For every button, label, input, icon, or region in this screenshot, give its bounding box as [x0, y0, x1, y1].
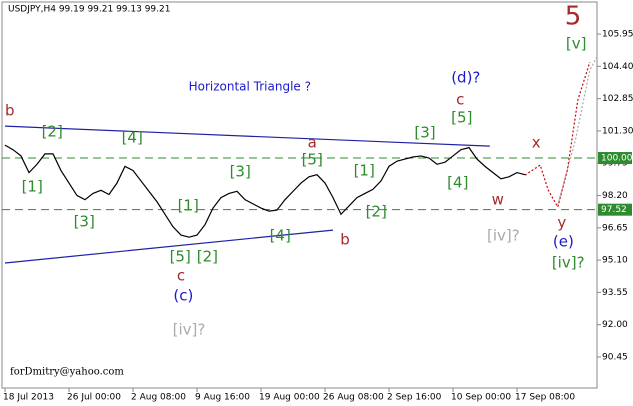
projection: [557, 54, 599, 206]
x-tick-label: 18 Jul 2013: [3, 393, 54, 403]
y-tick-label: 101.30: [602, 126, 633, 136]
price-line: [4, 144, 526, 238]
wave-label: b: [340, 231, 350, 249]
wave-label: [1]: [178, 197, 199, 215]
x-tick-label: 26 Aug 08:00: [323, 393, 384, 403]
wave-label: b: [5, 102, 15, 120]
wave-label: [2]: [366, 202, 387, 220]
wave-label: w: [492, 191, 504, 209]
projection: [524, 62, 591, 209]
y-tick-label: 95.10: [602, 256, 628, 266]
plot-frame: [1, 1, 598, 389]
y-tick-label: 105.95: [602, 30, 633, 40]
wave-label: (d)?: [451, 69, 480, 87]
trendline: [4, 229, 334, 264]
x-tick-label: 19 Aug 00:00: [259, 393, 320, 403]
wave-label: 5: [565, 1, 582, 31]
wave-label: [iv]?: [487, 227, 520, 245]
wave-label: [3]: [230, 162, 251, 180]
wave-label: a: [308, 134, 317, 152]
y-tick-label: 92.00: [602, 320, 628, 330]
wave-label: [iv]?: [552, 254, 585, 272]
wave-label: c: [177, 267, 185, 285]
wave-label: [3]: [74, 212, 95, 230]
x-tick-label: 26 Jul 00:00: [67, 393, 121, 403]
x-tick-label: 2 Sep 16:00: [387, 393, 442, 403]
level-label: 97.52: [601, 205, 627, 215]
wave-label: [4]: [270, 227, 291, 245]
x-tick-label: 17 Sep 08:00: [515, 393, 575, 403]
level-label-bg: [598, 203, 632, 216]
watermark: forDmitry@yahoo.com: [10, 367, 124, 378]
wave-label: [2]: [42, 122, 63, 140]
x-tick-label: 2 Aug 08:00: [131, 393, 186, 403]
wave-label: [3]: [414, 124, 435, 142]
y-tick-label: 90.45: [602, 352, 628, 362]
wave-label: (e): [553, 232, 574, 250]
wave-label: y: [557, 214, 566, 232]
wave-label: Horizontal Triangle ?: [189, 79, 311, 93]
y-tick-label: 104.40: [602, 62, 633, 72]
y-tick-label: 98.20: [602, 191, 628, 201]
level-label-bg: [598, 152, 632, 165]
wave-label: [5]: [302, 151, 323, 169]
wave-label: c: [456, 91, 464, 109]
wave-label: [v]: [566, 35, 587, 53]
wave-label: [iv]?: [173, 321, 206, 339]
trendline: [4, 125, 490, 147]
wave-label: [4]: [447, 174, 468, 192]
wave-label: [1]: [354, 162, 375, 180]
y-tick-label: 102.85: [602, 94, 633, 104]
wave-label: x: [532, 134, 541, 152]
y-tick-label: 96.65: [602, 223, 628, 233]
wave-label: [5]: [170, 247, 191, 265]
wave-label: [4]: [122, 129, 143, 147]
chart-title: USDJPY,H4 99.19 99.21 99.13 99.21: [8, 5, 170, 15]
wave-label: [1]: [22, 178, 43, 196]
y-tick-label: 93.55: [602, 288, 628, 298]
x-tick-label: 10 Sep 00:00: [451, 393, 511, 403]
wave-label: (c): [173, 287, 193, 305]
wave-label: [2]: [197, 247, 218, 265]
level-label: 100.00: [601, 154, 633, 164]
wave-label: [5]: [451, 109, 472, 127]
x-tick-label: 9 Aug 16:00: [195, 393, 250, 403]
